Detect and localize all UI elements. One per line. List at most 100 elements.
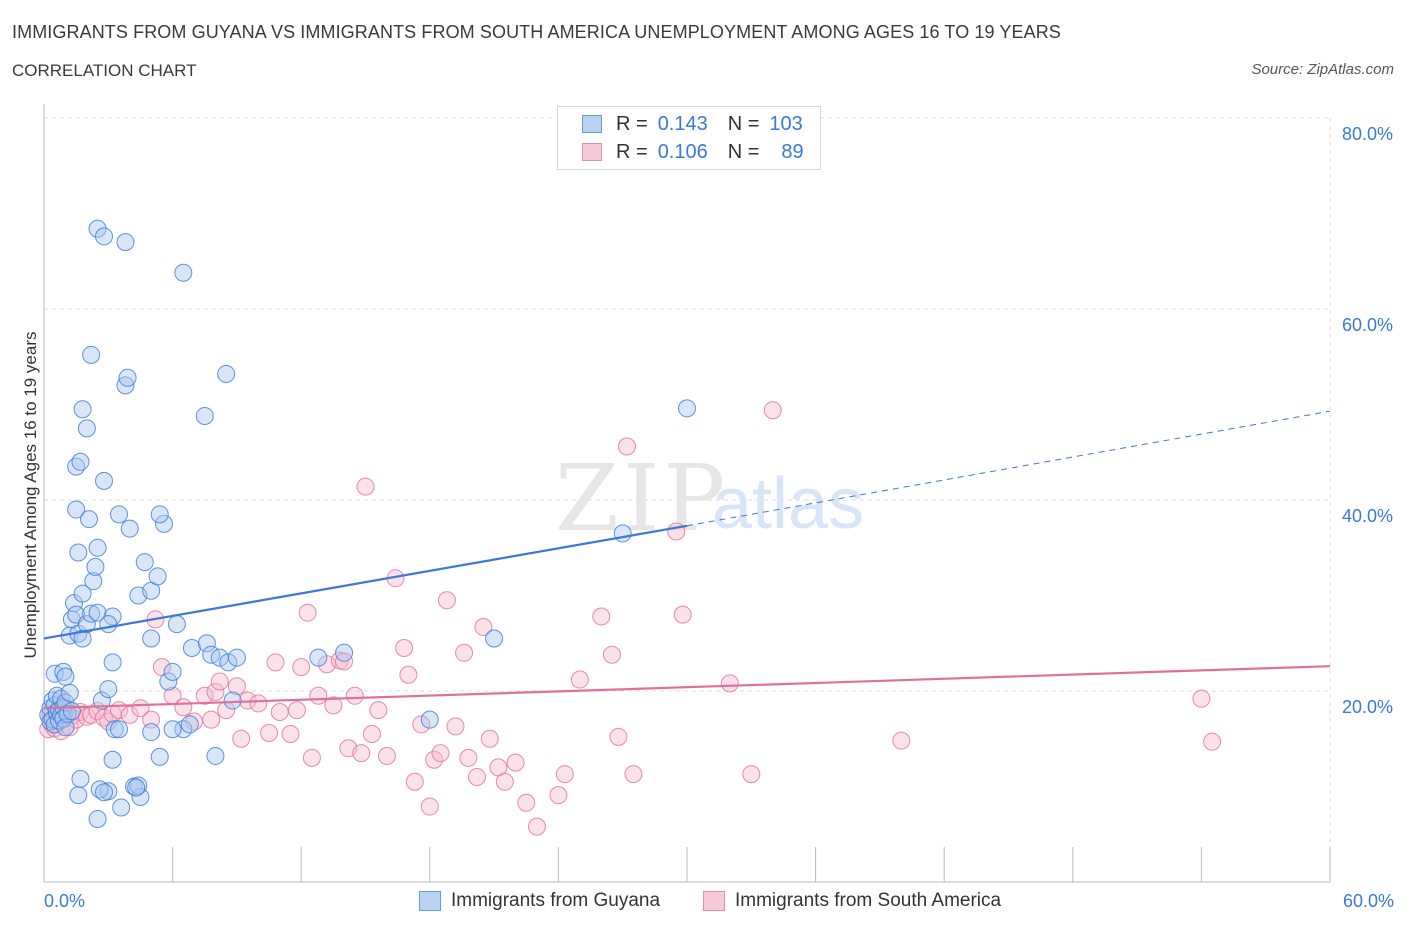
legend-n-label: N = bbox=[727, 112, 760, 135]
guyana-point bbox=[195, 406, 214, 425]
guyana-point bbox=[82, 604, 101, 623]
south-america-point bbox=[495, 772, 514, 791]
guyana-point bbox=[77, 615, 96, 634]
south-america-point bbox=[232, 729, 251, 748]
legend-n-value: 89 bbox=[781, 140, 804, 163]
south-america-point bbox=[673, 605, 692, 624]
guyana-trend-extension bbox=[686, 410, 1331, 527]
guyana-point bbox=[227, 648, 246, 667]
south-america-point bbox=[356, 477, 375, 496]
legend-r-value: 0.106 bbox=[657, 140, 708, 163]
guyana-point bbox=[95, 783, 114, 802]
axes-layer bbox=[43, 104, 1331, 883]
south-america-points bbox=[39, 401, 1222, 836]
guyana-point bbox=[110, 720, 129, 739]
guyana-point bbox=[77, 419, 96, 438]
guyana-point bbox=[80, 510, 99, 529]
legend-n-value: 103 bbox=[769, 112, 803, 135]
y-tick-label: 60.0% bbox=[1342, 315, 1393, 335]
guyana-point bbox=[82, 345, 101, 364]
guyana-point bbox=[62, 702, 81, 721]
south-america-point bbox=[549, 786, 568, 805]
chart-title: IMMIGRANTS FROM GUYANA VS IMMIGRANTS FRO… bbox=[12, 22, 1061, 42]
guyana-point bbox=[155, 514, 174, 533]
guyana-point bbox=[71, 769, 90, 788]
source-label: Source: ZipAtlas.com bbox=[1251, 61, 1394, 78]
south-america-point bbox=[446, 717, 465, 736]
south-america-point bbox=[377, 746, 396, 765]
south-america-point bbox=[437, 591, 456, 610]
south-america-point bbox=[517, 793, 536, 812]
legend-row-south-america: R = 0.106 N = 89 bbox=[582, 140, 804, 164]
x-axis-min-label: 0.0% bbox=[44, 891, 86, 911]
south-america-point bbox=[298, 603, 317, 622]
guyana-point bbox=[54, 662, 73, 681]
guyana-point bbox=[142, 629, 161, 648]
south-america-point bbox=[527, 817, 546, 836]
svg-text:ZIP: ZIP bbox=[555, 445, 729, 552]
legend-r-label: R = bbox=[616, 140, 648, 163]
guyana-point bbox=[142, 723, 161, 742]
guyana-point bbox=[99, 615, 118, 634]
south-america-point bbox=[210, 672, 229, 691]
guyana-point bbox=[135, 553, 154, 572]
south-america-point bbox=[602, 645, 621, 664]
south-america-point bbox=[592, 607, 611, 626]
south-america-point bbox=[266, 653, 285, 672]
south-america-point bbox=[431, 744, 450, 763]
guyana-point bbox=[182, 639, 201, 658]
guyana-point bbox=[95, 471, 114, 490]
south-america-point bbox=[459, 748, 478, 767]
south-america-point bbox=[763, 401, 782, 420]
south-america-point bbox=[309, 686, 328, 705]
south-america-point bbox=[480, 729, 499, 748]
south-america-point bbox=[624, 765, 643, 784]
south-america-point bbox=[174, 698, 193, 717]
guyana-trend-line bbox=[43, 524, 688, 640]
svg-text:atlas: atlas bbox=[712, 464, 864, 544]
south-america-point bbox=[292, 658, 311, 677]
guyana-point bbox=[88, 219, 107, 238]
guyana-point bbox=[309, 648, 328, 667]
guyana-point bbox=[110, 505, 129, 524]
guyana-point bbox=[95, 227, 114, 246]
guyana-point bbox=[150, 505, 169, 524]
south-america-point bbox=[555, 765, 574, 784]
guyana-point bbox=[73, 400, 92, 419]
south-america-point bbox=[352, 744, 371, 763]
south-america-point bbox=[270, 703, 289, 722]
y-axis-label: Unemployment Among Ages 16 to 19 years bbox=[21, 332, 40, 659]
south-america-point bbox=[302, 748, 321, 767]
guyana-point bbox=[105, 720, 124, 739]
zipatlas-watermark: ZIP atlas bbox=[555, 445, 864, 552]
guyana-point bbox=[92, 691, 111, 710]
guyana-point bbox=[159, 672, 178, 691]
south-america-point bbox=[345, 686, 364, 705]
south-america-trend-line bbox=[43, 665, 1331, 710]
south-america-point bbox=[1192, 689, 1211, 708]
guyana-point bbox=[335, 643, 354, 662]
trend-lines bbox=[43, 410, 1331, 710]
south-america-point bbox=[324, 696, 343, 715]
legend-swatch-pink bbox=[582, 143, 602, 161]
south-america-point bbox=[420, 797, 439, 816]
south-america-point bbox=[455, 643, 474, 662]
guyana-point bbox=[60, 683, 79, 702]
south-america-point bbox=[474, 618, 493, 637]
bottom-legend-swatch-pink bbox=[703, 891, 725, 911]
guyana-point bbox=[71, 452, 90, 471]
south-america-point bbox=[195, 686, 214, 705]
guyana-point bbox=[116, 376, 135, 395]
south-america-point bbox=[142, 710, 161, 729]
guyana-points bbox=[39, 219, 696, 828]
south-america-point bbox=[281, 724, 300, 743]
bottom-legend-label-south-america: Immigrants from South America bbox=[735, 890, 1002, 911]
legend-row-guyana: R = 0.143 N = 103 bbox=[582, 112, 803, 136]
south-america-point bbox=[249, 694, 268, 713]
guyana-point bbox=[174, 263, 193, 282]
south-america-point bbox=[412, 715, 431, 734]
guyana-point bbox=[84, 572, 103, 591]
legend-n-label: N = bbox=[727, 140, 760, 163]
south-america-point bbox=[395, 639, 414, 658]
